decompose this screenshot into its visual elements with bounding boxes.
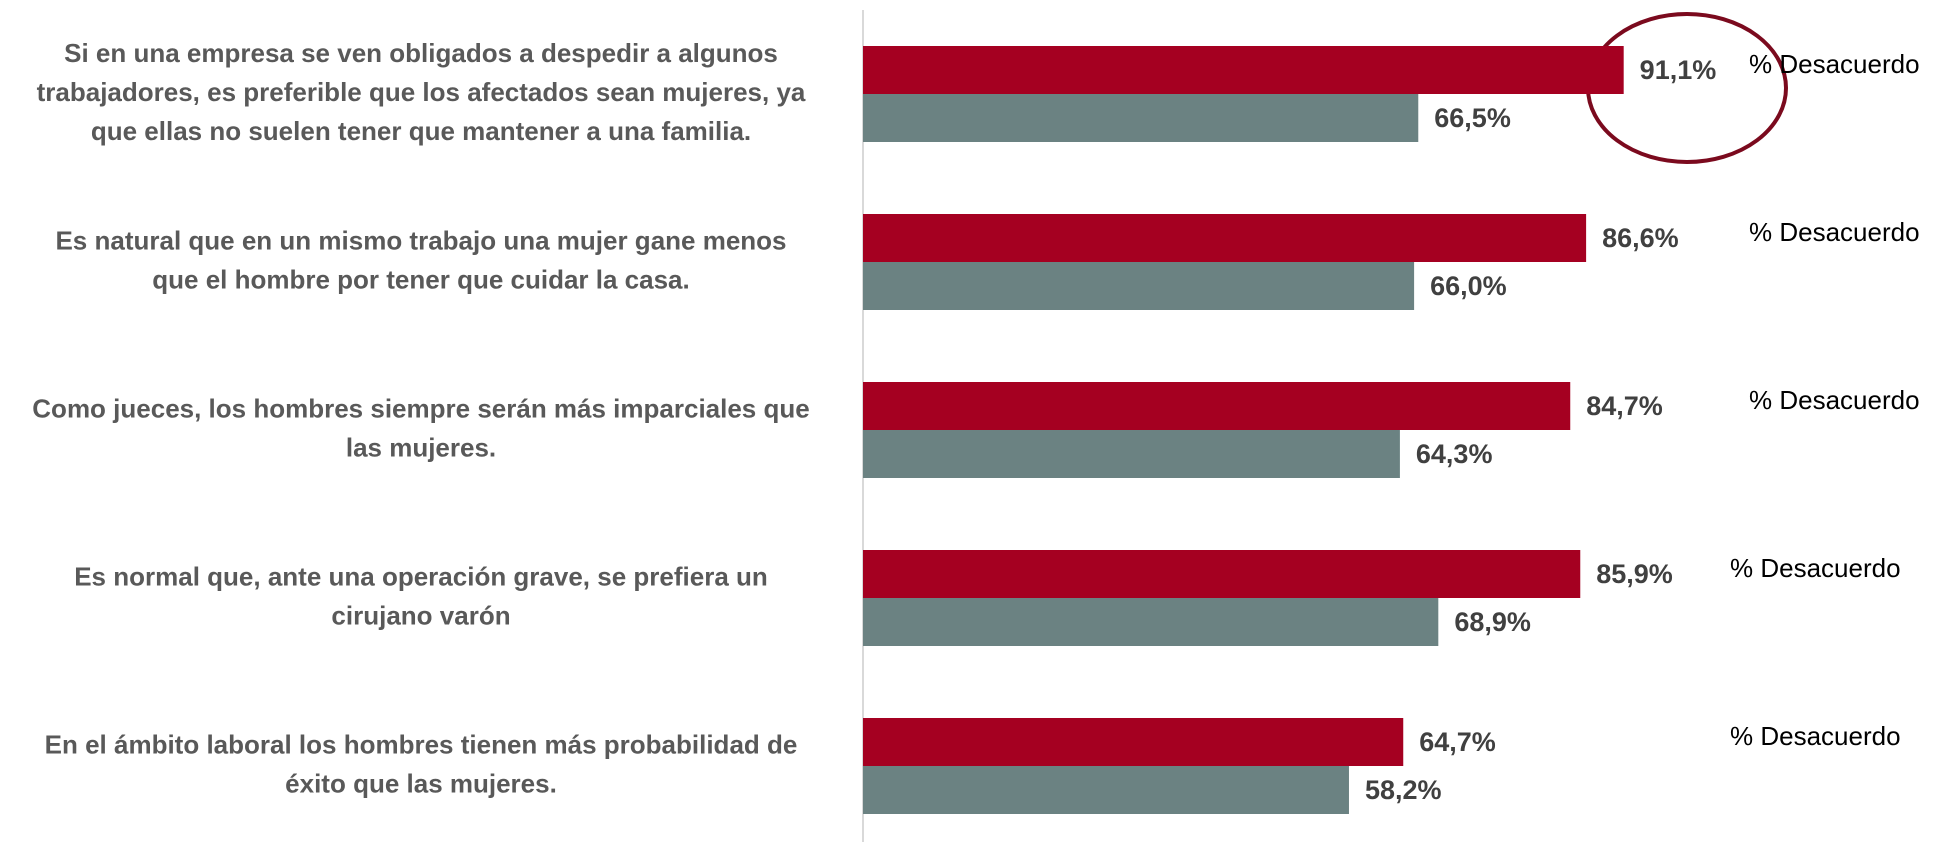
category-label: trabajadores, es preferible que los afec… — [37, 77, 806, 107]
annotation: % Desacuerdo — [1730, 553, 1901, 583]
bar — [863, 550, 1581, 598]
value-label: 66,0% — [1430, 271, 1507, 301]
annotation: % Desacuerdo — [1749, 385, 1920, 415]
category-label: cirujano varón — [331, 600, 510, 630]
annotation: % Desacuerdo — [1749, 217, 1920, 247]
category-label: las mujeres. — [346, 432, 496, 462]
category-label: Es natural que en un mismo trabajo una m… — [55, 225, 786, 255]
value-label: 64,7% — [1419, 727, 1496, 757]
value-label: 91,1% — [1640, 55, 1717, 85]
category-label: éxito que las mujeres. — [285, 768, 557, 798]
bar — [863, 214, 1587, 262]
category-label: Es normal que, ante una operación grave,… — [74, 561, 768, 591]
bar — [863, 598, 1439, 646]
value-label: 68,9% — [1454, 607, 1531, 637]
category-label: que ellas no suelen tener que mantener a… — [91, 116, 751, 146]
value-label: 66,5% — [1434, 103, 1511, 133]
bar — [863, 262, 1415, 310]
value-label: 58,2% — [1365, 775, 1442, 805]
bar — [863, 46, 1624, 94]
value-label: 84,7% — [1586, 391, 1663, 421]
annotation: % Desacuerdo — [1749, 49, 1920, 79]
bar — [863, 430, 1400, 478]
value-label: 86,6% — [1602, 223, 1679, 253]
value-label: 64,3% — [1416, 439, 1493, 469]
bar — [863, 718, 1404, 766]
category-label: Si en una empresa se ven obligados a des… — [64, 38, 778, 68]
annotation: % Desacuerdo — [1730, 721, 1901, 751]
bar — [863, 766, 1349, 814]
bar — [863, 382, 1571, 430]
category-label: En el ámbito laboral los hombres tienen … — [45, 729, 798, 759]
value-label: 85,9% — [1596, 559, 1673, 589]
bar — [863, 94, 1419, 142]
category-label: que el hombre por tener que cuidar la ca… — [152, 264, 690, 294]
category-label: Como jueces, los hombres siempre serán m… — [32, 393, 809, 423]
